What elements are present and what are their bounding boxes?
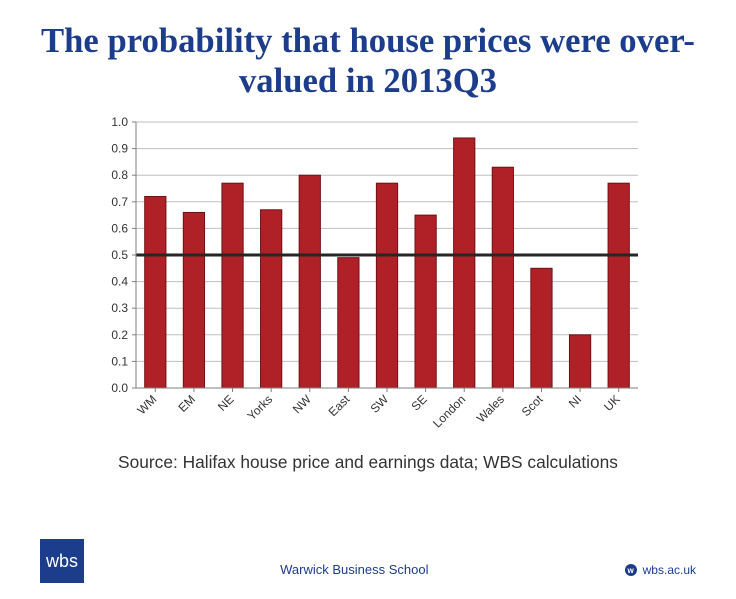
page: The probability that house prices were o…	[0, 0, 736, 599]
y-tick-label: 0.1	[111, 354, 128, 368]
x-tick-label: NE	[215, 392, 237, 414]
y-tick-label: 0.6	[111, 221, 128, 235]
footer-link: w wbs.ac.uk	[625, 563, 696, 583]
y-tick-label: 0.0	[111, 381, 128, 395]
x-tick-label: Yorks	[244, 392, 275, 423]
footer-link-text: wbs.ac.uk	[643, 563, 696, 577]
source-note: Source: Halifax house price and earnings…	[36, 452, 700, 473]
bar	[569, 335, 590, 388]
x-tick-label: SE	[409, 392, 430, 413]
x-tick-label: UK	[601, 392, 623, 414]
footer-link-icon: w	[625, 564, 637, 576]
bar	[145, 196, 166, 388]
footer: wbs Warwick Business School w wbs.ac.uk	[0, 539, 736, 583]
footer-org-name: Warwick Business School	[84, 562, 625, 583]
y-tick-label: 1.0	[111, 116, 128, 129]
x-tick-label: NI	[566, 392, 584, 410]
x-tick-label: East	[326, 391, 353, 418]
bar	[608, 183, 629, 388]
x-tick-label: Wales	[474, 392, 507, 425]
bar	[261, 209, 282, 387]
x-tick-label: SW	[368, 391, 392, 415]
wbs-logo: wbs	[40, 539, 84, 583]
x-tick-label: Scot	[519, 391, 546, 418]
y-tick-label: 0.2	[111, 328, 128, 342]
bar	[415, 215, 436, 388]
x-tick-label: NW	[290, 391, 315, 416]
bar	[222, 183, 243, 388]
chart-container: 0.0 0.1 0.2 0.3 0.4 0.5 0.6 0.7 0.8 0.9 1.0 WM EM NE Y…	[88, 116, 648, 446]
bar-chart: 0.0 0.1 0.2 0.3 0.4 0.5 0.6 0.7 0.8 0.9 1.0 WM EM NE Y…	[88, 116, 648, 446]
x-tick-label: London	[430, 392, 468, 430]
bar	[338, 257, 359, 387]
bar	[299, 175, 320, 388]
bar	[531, 268, 552, 388]
y-tick-label: 0.4	[111, 274, 128, 288]
y-tick-label: 0.7	[111, 195, 128, 209]
x-tick-label: EM	[175, 392, 198, 415]
bar	[492, 167, 513, 388]
bar	[183, 212, 204, 388]
bar	[454, 138, 475, 388]
x-tick-label: WM	[134, 392, 159, 417]
bar	[376, 183, 397, 388]
y-tick-label: 0.8	[111, 168, 128, 182]
y-tick-label: 0.3	[111, 301, 128, 315]
chart-title: The probability that house prices were o…	[36, 22, 700, 102]
y-tick-label: 0.9	[111, 141, 128, 155]
y-tick-label: 0.5	[111, 248, 128, 262]
